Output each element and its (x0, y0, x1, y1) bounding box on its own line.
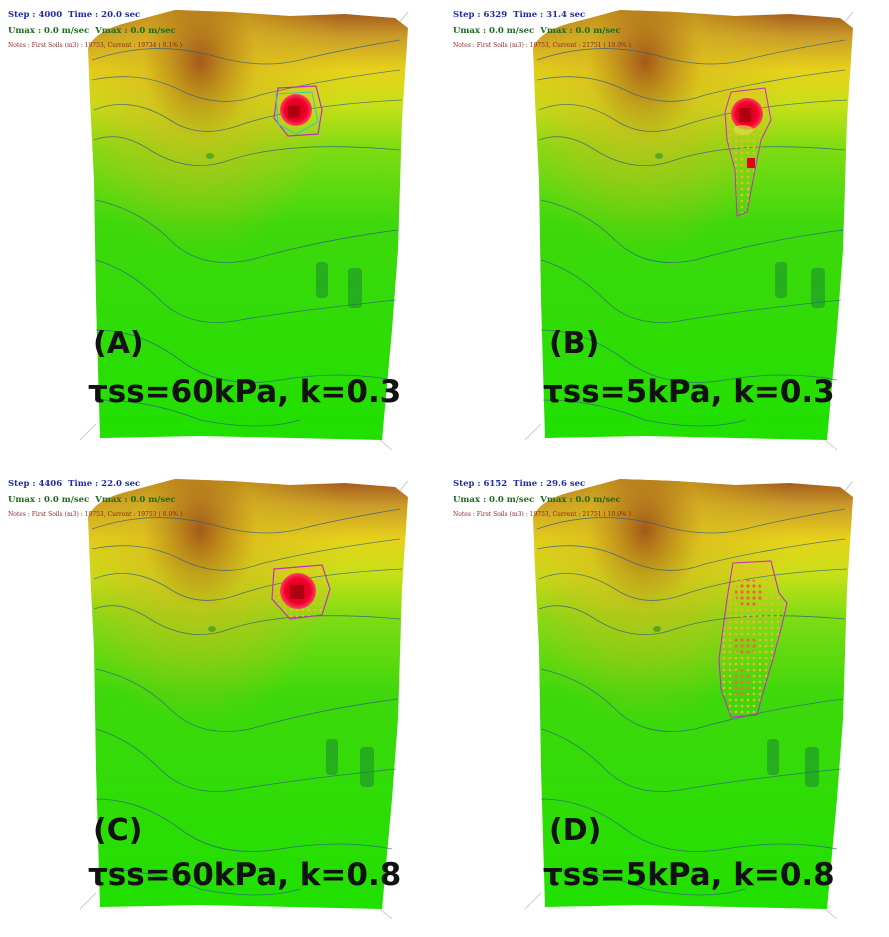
panel-parameters: τss=5kPa, k=0.8 (543, 857, 835, 893)
panel-parameters: τss=60kPa, k=0.8 (88, 857, 402, 893)
terrain-map (79, 10, 409, 451)
terrain-depressions (206, 153, 362, 308)
debris-flow (724, 87, 772, 217)
status-notes: Notes : First Soils (m3) : 19753, Curren… (453, 511, 631, 518)
panel-label: (D) (549, 813, 602, 848)
panel-parameters: τss=60kPa, k=0.3 (88, 374, 402, 410)
status-velocity: Umax : 0.0 m/sec Vmax : 0.0 m/sec (453, 495, 621, 505)
status-notes: Notes : First Soils (m3) : 19753, Curren… (8, 511, 183, 518)
panel-a: Step : 4000 Time : 20.0 sec Umax : 0.0 m/… (0, 0, 444, 468)
status-step-time: Step : 6152 Time : 29.6 sec (453, 479, 586, 489)
terrain-map (524, 479, 854, 920)
status-step-time: Step : 4000 Time : 20.0 sec (8, 10, 141, 20)
contour-lines (91, 508, 403, 896)
panel-b: Step : 6329 Time : 31.4 sec Umax : 0.0 m/… (445, 0, 889, 468)
status-notes: Notes : First Soils (m3) : 19753, Curren… (453, 42, 631, 49)
status-velocity: Umax : 0.0 m/sec Vmax : 0.0 m/sec (453, 26, 621, 36)
panel-parameters: τss=5kPa, k=0.3 (543, 374, 835, 410)
contour-lines (536, 39, 848, 427)
panel-label: (C) (93, 813, 143, 848)
terrain-map (79, 479, 409, 920)
panel-label: (B) (549, 326, 600, 361)
panel-label: (A) (93, 326, 144, 361)
status-velocity: Umax : 0.0 m/sec Vmax : 0.0 m/sec (8, 495, 176, 505)
debris-flow (273, 85, 323, 137)
contour-lines (536, 508, 848, 896)
status-step-time: Step : 4406 Time : 22.0 sec (8, 479, 141, 489)
debris-flow (271, 564, 331, 620)
terrain-map (524, 10, 854, 451)
status-step-time: Step : 6329 Time : 31.4 sec (453, 10, 586, 20)
contour-lines (91, 39, 403, 427)
panel-c: Step : 4406 Time : 22.0 sec Umax : 0.0 m/… (0, 469, 444, 937)
terrain-depressions (208, 626, 374, 787)
status-notes: Notes : First Soils (m3) : 19753, Curren… (8, 42, 183, 49)
debris-flow (718, 560, 788, 718)
terrain-depressions (655, 153, 825, 308)
status-velocity: Umax : 0.0 m/sec Vmax : 0.0 m/sec (8, 26, 176, 36)
panel-d: Step : 6152 Time : 29.6 sec Umax : 0.0 m/… (445, 469, 889, 937)
terrain-depressions (653, 626, 819, 787)
